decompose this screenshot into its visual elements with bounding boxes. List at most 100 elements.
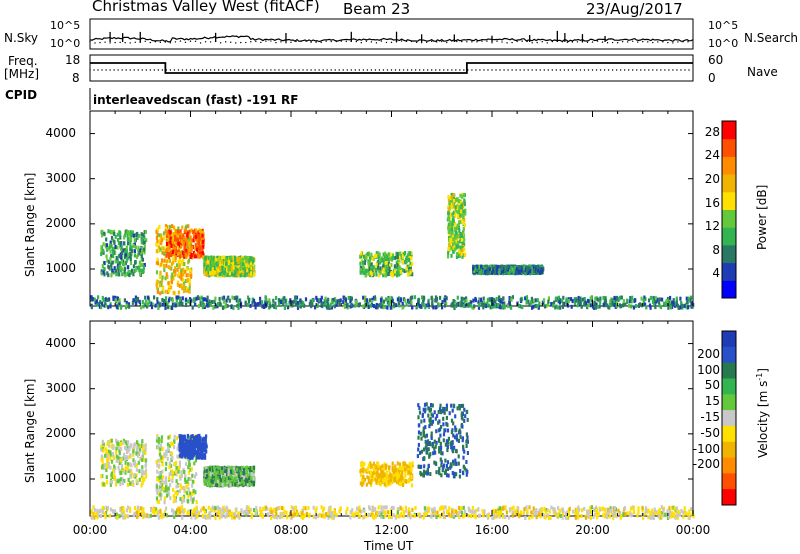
nave-point [591, 69, 594, 71]
power-cell [168, 298, 171, 303]
nave-point [205, 69, 208, 71]
velocity-cell [113, 464, 116, 469]
power-cell [199, 301, 202, 306]
power-cell [197, 234, 200, 239]
power-cell [228, 271, 231, 276]
frequency-trace [90, 62, 693, 74]
power-cell [106, 258, 109, 263]
power-cell [386, 305, 389, 310]
power-cell [178, 257, 181, 262]
velocity-cell [155, 459, 158, 464]
power-cell [162, 263, 165, 268]
power-cell [180, 272, 183, 277]
nave-point [234, 69, 236, 71]
power-cell [602, 295, 605, 300]
power-cell [587, 302, 590, 307]
power-cell [407, 258, 411, 262]
velocity-cell [165, 449, 168, 454]
velocity-cell [189, 495, 193, 500]
power-cell [218, 301, 222, 306]
power-cell [188, 283, 191, 288]
velocity-cell [156, 499, 159, 504]
power-cell [649, 295, 652, 300]
power-cell [187, 236, 190, 241]
power-cell [589, 296, 592, 301]
power-cell [198, 228, 201, 233]
power-cell [447, 226, 450, 231]
nsearch-point [245, 41, 247, 44]
nave-point [221, 69, 224, 71]
power-cell [430, 296, 433, 301]
power-cell [557, 299, 560, 304]
power-cell [185, 237, 188, 242]
power-cell [398, 265, 401, 270]
power-cell [110, 243, 113, 248]
velocity-cell [126, 467, 129, 472]
power-cell [200, 240, 203, 245]
power-cell [300, 299, 303, 304]
power-cell [215, 270, 218, 275]
velocity-cell [163, 500, 166, 505]
nave-point [487, 69, 489, 71]
power-cell [145, 304, 149, 309]
power-cell [176, 263, 179, 268]
power-cell [185, 286, 188, 291]
power-cell [143, 240, 146, 245]
power-cell [390, 295, 393, 300]
power-cell [120, 266, 123, 271]
power-cell [188, 268, 191, 272]
power-cell [375, 262, 378, 267]
nsearch-point [616, 42, 619, 44]
power-cell [484, 266, 487, 271]
nave-point [652, 69, 654, 71]
velocity-cell [175, 479, 178, 484]
power-cell [467, 303, 470, 308]
nave-point [201, 69, 204, 71]
power-cell [183, 250, 186, 255]
velocity-cell [162, 455, 165, 460]
power-cell [194, 302, 197, 307]
power-cell [179, 251, 182, 255]
nsearch-point [591, 41, 594, 43]
nave-point [418, 69, 421, 71]
power-cell [247, 273, 250, 278]
power-cell [463, 242, 466, 247]
power-cell [460, 209, 463, 214]
power-cell [112, 270, 115, 275]
nave-point [551, 69, 553, 71]
power-cell [174, 258, 177, 263]
velocity-cell [132, 449, 135, 454]
power-cell [188, 229, 191, 234]
velocity-cell [142, 447, 145, 452]
nave-point [563, 69, 566, 71]
power-cell [161, 297, 164, 302]
power-cell [401, 305, 404, 310]
power-cell [458, 207, 461, 212]
nave-point [583, 69, 586, 71]
power-cell [123, 233, 127, 238]
velocity-cell [178, 489, 182, 494]
power-cell [365, 298, 368, 303]
power-cell [119, 252, 122, 257]
nsearch-point [481, 40, 483, 42]
power-cell [226, 273, 229, 278]
power-cell [507, 304, 510, 309]
velocity-cell [194, 458, 198, 463]
nave-point [664, 69, 666, 71]
power-cell [129, 239, 132, 244]
nsearch-point [255, 40, 257, 43]
nsearch-point [219, 42, 222, 44]
power-cell [371, 257, 374, 262]
power-cell [324, 297, 327, 302]
power-cell [219, 267, 222, 272]
velocity-cell [164, 476, 167, 481]
nave-point [447, 69, 449, 71]
nave-point [410, 69, 413, 71]
power-cell [384, 261, 387, 265]
velocity-cell [201, 446, 204, 451]
power-cell [620, 295, 623, 300]
power-cell [456, 234, 459, 239]
power-cell [361, 260, 365, 265]
power-cell [209, 271, 212, 276]
